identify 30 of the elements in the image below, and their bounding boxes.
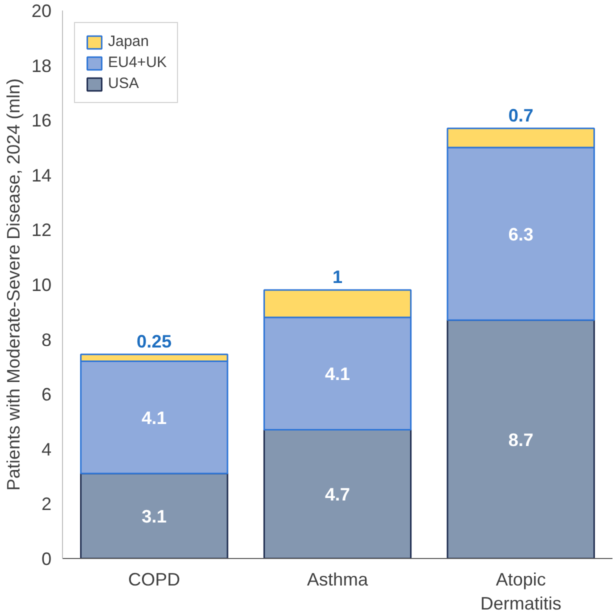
x-tick-label: Atopic Dermatitis [480,570,562,614]
y-tick-label: 10 [31,275,52,295]
y-tick-label: 2 [41,494,52,514]
y-axis-title: Patients with Moderate-Severe Disease, 2024 (mln) [3,78,24,491]
data-label: 1 [332,267,343,288]
legend-label: Japan [108,33,149,50]
data-label: 6.3 [508,224,534,244]
bar [80,472,228,558]
y-tick-label: 12 [31,220,52,240]
y-tick-label: 20 [31,1,52,21]
y-tick-label: 8 [41,330,52,350]
legend-label: USA [108,75,139,92]
data-label: 0.7 [508,105,534,126]
data-label: 8.7 [508,430,534,450]
data-label: 3.1 [142,506,167,527]
x-tick-label: COPD [128,570,180,590]
y-tick-label: 14 [31,165,52,186]
data-label: 0.25 [136,332,172,352]
y-tick-label: 18 [31,56,52,76]
y-tick-label: 16 [31,110,52,131]
y-tick-label: 4 [41,439,52,460]
bar [446,319,595,558]
y-tick-label: 0 [41,549,52,569]
data-label: 4.7 [324,484,350,505]
x-tick-label: Asthma [306,570,369,590]
bar [263,428,412,558]
legend-label: EU4+UK [108,54,167,71]
y-tick-label: 6 [41,384,52,405]
data-label: 4.1 [142,408,167,428]
data-label: 4.1 [324,364,350,384]
